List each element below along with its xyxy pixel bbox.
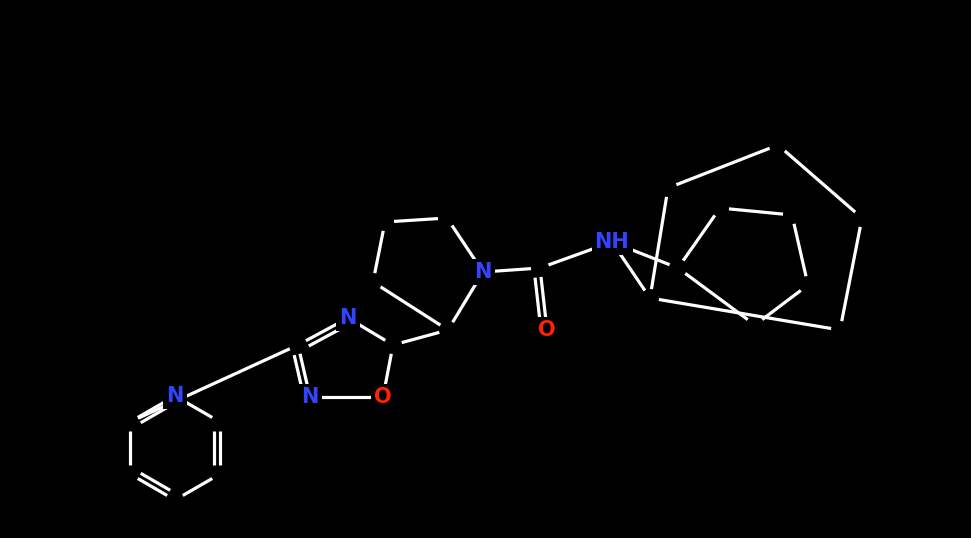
Text: N: N [166,386,184,406]
Text: N: N [301,387,318,407]
Text: O: O [374,387,392,407]
Text: N: N [339,308,356,328]
Text: N: N [474,262,491,282]
Text: O: O [538,320,555,340]
Text: NH: NH [594,232,629,252]
